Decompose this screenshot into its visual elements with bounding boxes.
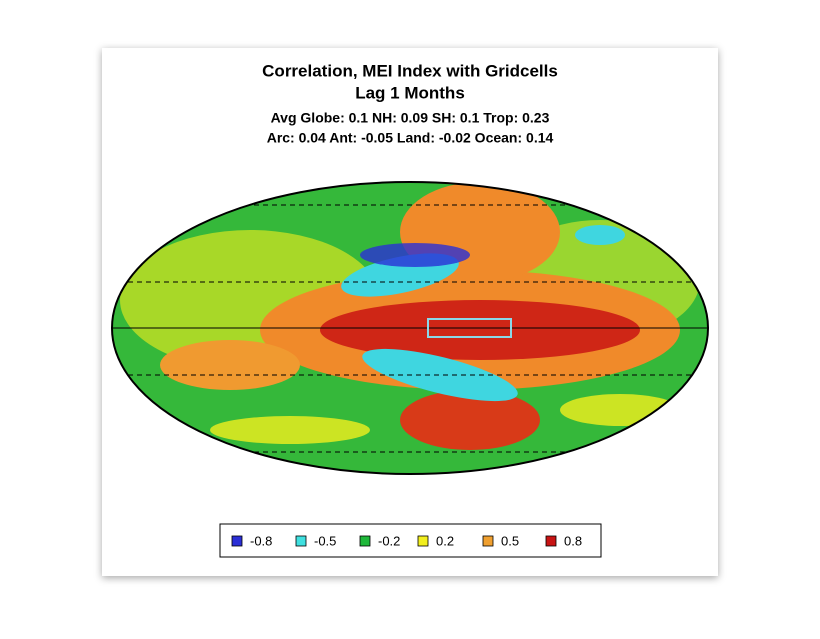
legend-label: 0.5 [501, 533, 519, 548]
legend-swatch [417, 535, 429, 547]
legend-swatch [231, 535, 243, 547]
legend-label: -0.5 [314, 533, 336, 548]
legend-label: -0.8 [250, 533, 272, 548]
legend-swatch [482, 535, 494, 547]
legend-swatch [295, 535, 307, 547]
legend-swatch [359, 535, 371, 547]
stats-line: Arc: 0.04 Ant: -0.05 Land: -0.02 Ocean: … [267, 130, 554, 146]
legend-swatch [545, 535, 557, 547]
legend-label: 0.8 [564, 533, 582, 548]
legend-box [219, 523, 602, 558]
map [112, 182, 708, 474]
map-subtitle: Lag 1 Months [355, 83, 465, 102]
stats-line: Avg Globe: 0.1 NH: 0.09 SH: 0.1 Trop: 0.… [271, 110, 550, 126]
legend-label: -0.2 [378, 533, 400, 548]
globe-outline [111, 181, 709, 475]
legend-label: 0.2 [436, 533, 454, 548]
legend: -0.8 -0.5 -0.2 0.2 0.5 0.8 [231, 533, 582, 548]
map-title: Correlation, MEI Index with Gridcells [262, 61, 558, 80]
